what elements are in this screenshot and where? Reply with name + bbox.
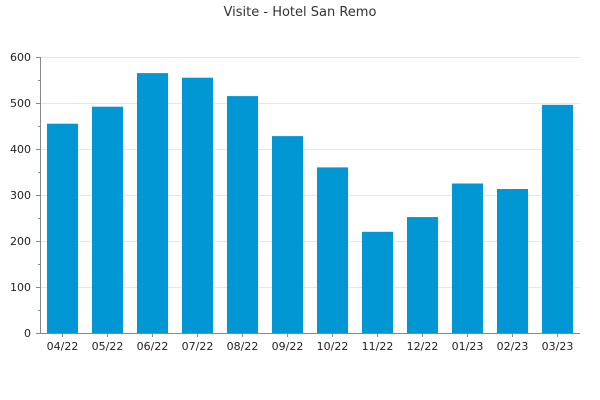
x-tick-label: 07/22	[182, 340, 214, 353]
x-tick-label: 12/22	[407, 340, 439, 353]
y-tick-label: 500	[10, 97, 31, 110]
bar	[451, 183, 484, 333]
bar	[361, 231, 394, 333]
x-tick-label: 01/23	[452, 340, 484, 353]
y-tick-label: 400	[10, 143, 31, 156]
bar	[406, 217, 439, 333]
axes	[36, 57, 580, 337]
x-tick-label: 05/22	[92, 340, 124, 353]
y-tick-label: 0	[24, 327, 31, 340]
y-tick-label: 200	[10, 235, 31, 248]
x-tick-label: 10/22	[317, 340, 349, 353]
x-tick-label: 09/22	[272, 340, 304, 353]
x-tick-label: 03/23	[542, 340, 574, 353]
bar	[541, 104, 574, 333]
chart-title: Visite - Hotel San Remo	[224, 5, 377, 20]
bar	[136, 73, 169, 333]
x-tick-label: 06/22	[137, 340, 169, 353]
x-tick-label: 08/22	[227, 340, 259, 353]
bar	[226, 96, 259, 333]
x-tick-labels: 04/22 05/22 06/22 07/22 08/22 09/22 10/22 11/22…	[47, 340, 574, 353]
y-tick-label: 100	[10, 281, 31, 294]
bar	[271, 136, 304, 333]
bar	[181, 77, 214, 333]
y-tick-label: 600	[10, 51, 31, 64]
y-tick-labels: 0 100 200 300 400 500 600	[10, 51, 31, 340]
x-tick-label: 04/22	[47, 340, 79, 353]
y-tick-label: 300	[10, 189, 31, 202]
bar	[46, 123, 79, 333]
bars	[46, 73, 574, 334]
bar	[316, 167, 349, 333]
gridlines	[40, 57, 580, 288]
x-tick-label: 02/23	[497, 340, 529, 353]
x-tick-label: 11/22	[362, 340, 394, 353]
bar	[496, 189, 529, 333]
bar	[91, 106, 124, 334]
